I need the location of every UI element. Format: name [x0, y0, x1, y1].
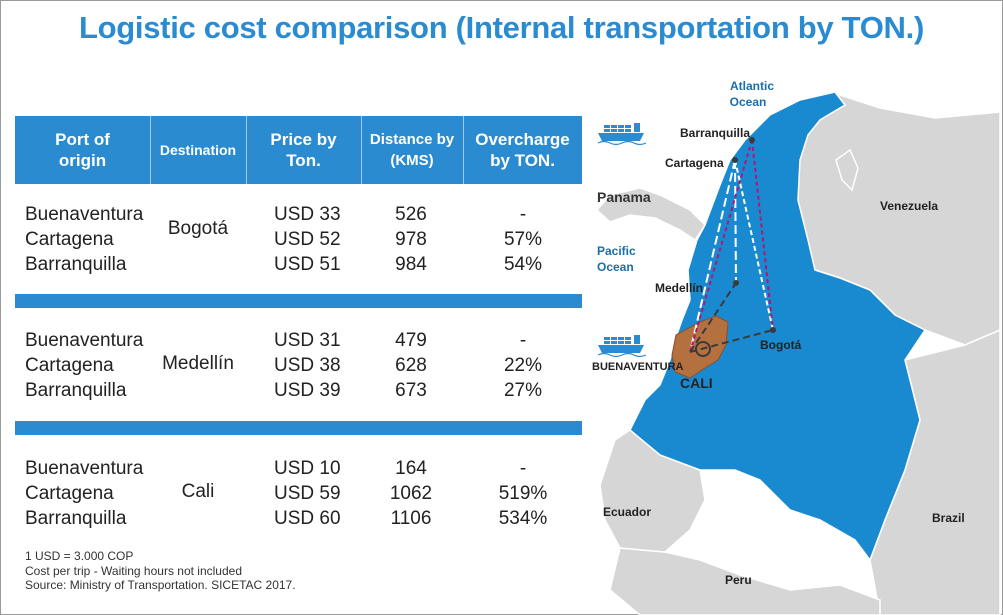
cali-region-shape	[671, 315, 729, 379]
table-cell-price: USD 31	[274, 330, 341, 351]
origin-column-cali: Buenaventura Cartagena Barranquilla	[25, 456, 143, 531]
table-cell-price: USD 60	[274, 508, 341, 529]
table-cell-distance: 673	[395, 380, 427, 401]
page-title: Logistic cost comparison (Internal trans…	[79, 10, 924, 45]
table-cell-price: USD 39	[274, 380, 341, 401]
label-atlantic-ocean: Atlantic	[730, 79, 774, 93]
distance-column-medellin: 479 628 673	[371, 328, 451, 403]
distance-column-bogota: 526 978 984	[371, 202, 451, 277]
price-column-cali: USD 10 USD 59 USD 60	[274, 456, 341, 531]
header-destination: Destination	[150, 116, 247, 184]
destination-medellin: Medellín	[162, 353, 234, 374]
route-cartagena-cali	[689, 159, 736, 353]
route-buenaventura-medellin	[689, 282, 737, 353]
header-price: Price by Ton.	[246, 116, 362, 184]
label-pacific-ocean: Ocean	[597, 260, 634, 274]
header-port-of-origin: Port of origin	[15, 116, 151, 184]
table-cell-distance: 479	[395, 330, 427, 351]
origin-column-medellin: Buenaventura Cartagena Barranquilla	[25, 328, 143, 403]
label-brazil: Brazil	[932, 511, 965, 525]
footnotes: 1 USD = 3.000 COP Cost per trip - Waitin…	[25, 549, 296, 593]
table-cell-distance: 164	[395, 458, 427, 479]
header-distance: Distance by (KMS)	[361, 116, 464, 184]
table-cell-overcharge: 57%	[503, 229, 543, 250]
destination-cali: Cali	[181, 481, 215, 502]
table-cell-price: USD 52	[274, 229, 341, 250]
table-cell-distance: 526	[395, 204, 427, 225]
medellin-marker	[733, 280, 739, 286]
destination-bogota: Bogotá	[167, 218, 229, 239]
table-cell-origin: Cartagena	[25, 229, 114, 250]
table-cell-origin: Buenaventura	[25, 204, 144, 225]
table-cell-price: USD 10	[274, 458, 341, 479]
table-cell-overcharge: -	[519, 204, 527, 225]
table-cell-overcharge: 27%	[503, 380, 543, 401]
route-buenaventura-bogota	[689, 329, 774, 353]
bogota-marker	[770, 327, 776, 333]
group-separator	[15, 421, 582, 435]
table-cell-origin: Barranquilla	[25, 380, 127, 401]
table-cell-overcharge: -	[519, 330, 527, 351]
label-peru: Peru	[725, 573, 752, 587]
table-cell-distance: 1106	[390, 508, 432, 529]
overcharge-column-medellin: - 22% 27%	[478, 328, 568, 403]
overcharge-column-cali: - 519% 534%	[478, 456, 568, 531]
header-overcharge: Overcharge by TON.	[475, 130, 570, 170]
caribbean-island-shape	[835, 148, 859, 192]
cartagena-marker	[732, 157, 738, 163]
ship-icon	[597, 123, 647, 146]
route-barranquilla-cali	[689, 139, 753, 353]
table-cell-distance: 978	[395, 229, 427, 250]
label-cali: CALI	[680, 375, 713, 391]
table-cell-overcharge: 519%	[498, 483, 548, 504]
table-cell-overcharge: 54%	[503, 254, 543, 275]
table-cell-origin: Barranquilla	[25, 254, 127, 275]
table-cell-overcharge: -	[519, 458, 527, 479]
table-cell-origin: Buenaventura	[25, 458, 144, 479]
origin-column-bogota: Buenaventura Cartagena Barranquilla	[25, 202, 143, 277]
label-buenaventura: BUENAVENTURA	[592, 361, 684, 373]
label-panama: Panama	[597, 189, 651, 205]
barranquilla-marker	[749, 137, 755, 143]
table-cell-price: USD 59	[274, 483, 341, 504]
route-cartagena-bogota	[734, 159, 774, 331]
table-cell-price: USD 33	[274, 204, 341, 225]
table-cell-price: USD 38	[274, 355, 341, 376]
label-barranquilla: Barranquilla	[680, 126, 750, 140]
route-barranquilla-bogota	[751, 139, 774, 331]
label-venezuela: Venezuela	[880, 199, 938, 213]
footnote-exchange-rate: 1 USD = 3.000 COP	[25, 549, 134, 563]
footnote-source: Source: Ministry of Transportation. SICE…	[25, 578, 296, 592]
table-cell-distance: 628	[395, 355, 427, 376]
label-cartagena: Cartagena	[665, 156, 724, 170]
table-cell-distance: 1062	[389, 483, 433, 504]
table-header: Port of origin Destination Price by Ton. D…	[15, 116, 582, 184]
label-medellin: Medellín	[655, 281, 703, 295]
table-cell-origin: Buenaventura	[25, 330, 144, 351]
price-column-bogota: USD 33 USD 52 USD 51	[274, 202, 341, 277]
table-cell-overcharge: 534%	[498, 508, 548, 529]
table-cell-price: USD 51	[274, 254, 341, 275]
peru-shape	[609, 547, 881, 615]
table-cell-origin: Cartagena	[25, 355, 114, 376]
label-pacific-ocean: Pacific	[597, 244, 636, 258]
distance-column-cali: 164 1062 1106	[371, 456, 451, 531]
panama-shape	[595, 187, 706, 242]
label-atlantic-ocean: Ocean	[730, 95, 767, 109]
table-cell-overcharge: 22%	[503, 355, 543, 376]
overcharge-column-bogota: - 57% 54%	[478, 202, 568, 277]
label-ecuador: Ecuador	[603, 505, 651, 519]
table-cell-origin: Barranquilla	[25, 508, 127, 529]
ship-icon	[597, 335, 647, 358]
price-column-medellin: USD 31 USD 38 USD 39	[274, 328, 341, 403]
label-bogota: Bogotá	[760, 338, 802, 352]
footnote-cost-per-trip: Cost per trip - Waiting hours not includ…	[25, 563, 242, 578]
table-cell-origin: Cartagena	[25, 483, 114, 504]
colombia-shape	[629, 91, 927, 562]
table-cell-distance: 984	[395, 254, 427, 275]
group-separator	[15, 294, 582, 308]
route-cartagena-medellin	[734, 159, 737, 284]
buenaventura-marker	[695, 341, 711, 357]
